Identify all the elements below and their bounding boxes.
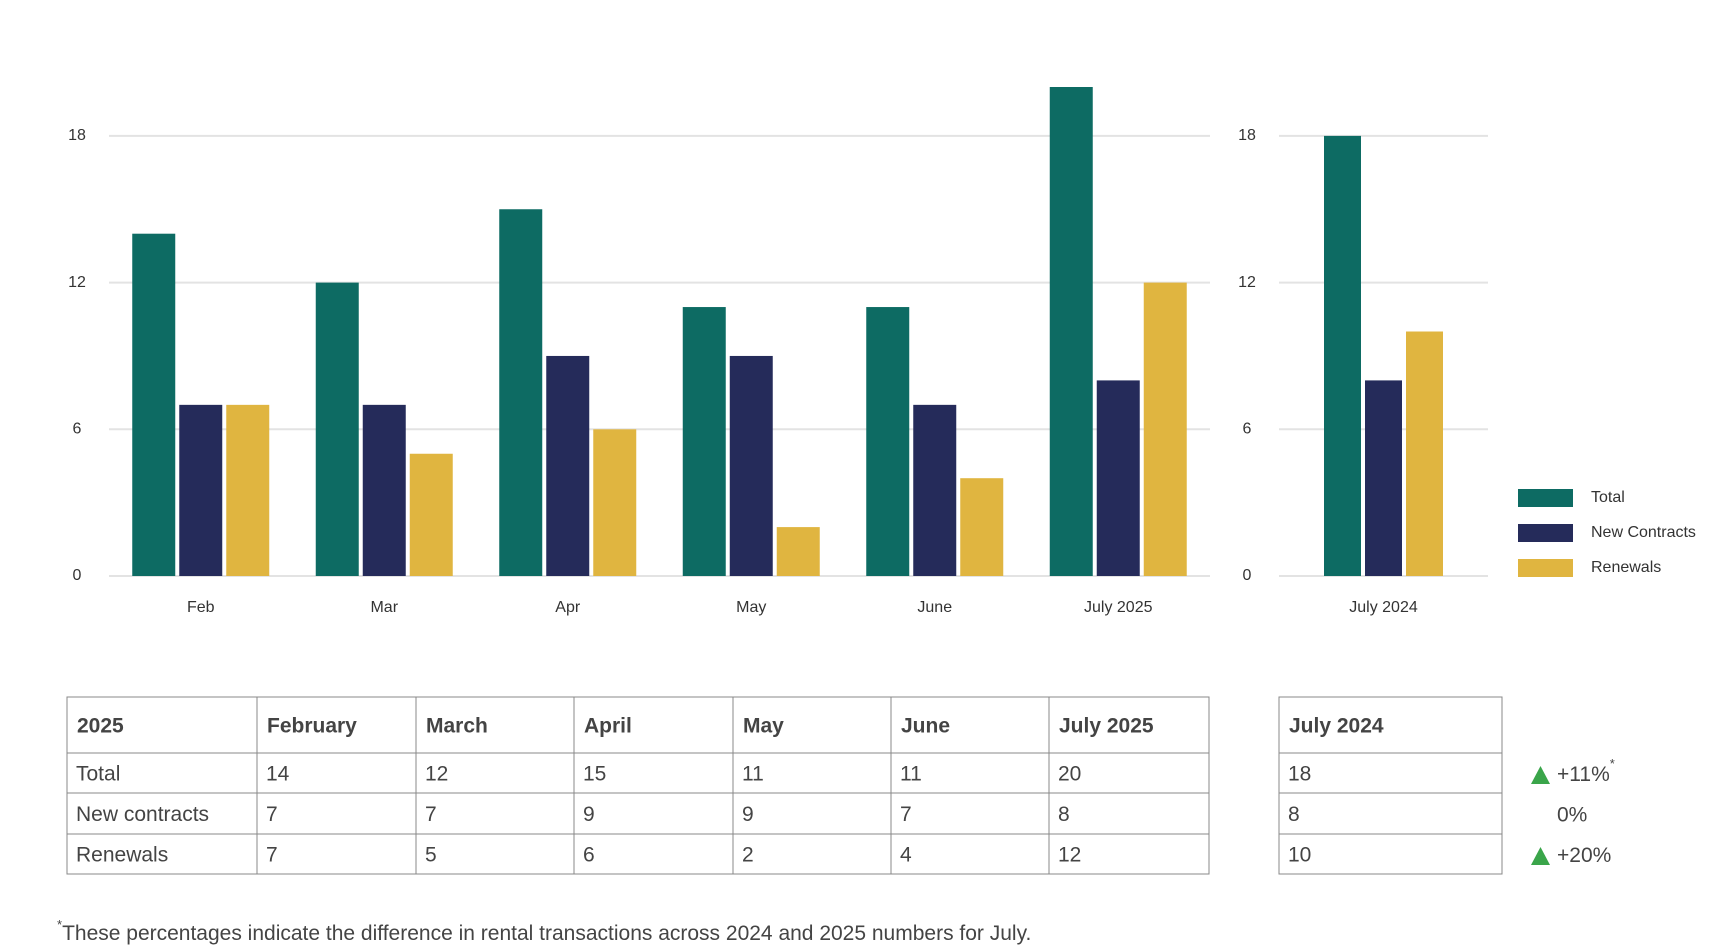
y-tick-label: 0 <box>73 567 82 584</box>
trend-up-icon <box>1531 847 1550 865</box>
bar <box>729 355 773 576</box>
table-cell: 14 <box>266 763 290 786</box>
table-cell: 10 <box>1288 844 1311 867</box>
bar <box>499 209 543 576</box>
table-header: March <box>426 715 488 738</box>
bar <box>362 404 406 576</box>
table-cell: 11 <box>900 763 922 786</box>
bar <box>1143 282 1187 576</box>
legend-swatch <box>1518 524 1573 542</box>
bar <box>960 478 1004 576</box>
bar <box>226 404 270 576</box>
table-cell: 9 <box>742 803 754 826</box>
y-tick-label: 18 <box>1238 127 1256 144</box>
change-note: * <box>1610 756 1615 771</box>
change-value: 0% <box>1557 803 1587 826</box>
change-label: 0% <box>1557 803 1587 826</box>
bar <box>866 307 910 576</box>
legend-swatch <box>1518 559 1573 577</box>
y-tick-label: 6 <box>1243 421 1252 438</box>
bar <box>776 527 820 576</box>
table-header: 2025 <box>77 715 124 738</box>
footnote-mark: * <box>57 917 62 932</box>
table-header: June <box>901 715 950 738</box>
table-cell: 15 <box>583 763 606 786</box>
x-tick-label: July 2025 <box>1084 599 1153 616</box>
change-value: +20% <box>1557 844 1611 867</box>
bar <box>682 307 726 576</box>
bar <box>913 404 957 576</box>
footnote: *These percentages indicate the differen… <box>57 917 1031 944</box>
bar <box>315 282 359 576</box>
table-cell: 7 <box>900 803 912 826</box>
y-tick-label: 6 <box>73 421 82 438</box>
legend-label: New Contracts <box>1591 524 1696 541</box>
table-cell: 8 <box>1288 803 1300 826</box>
table-cell: 11 <box>742 763 764 786</box>
y-tick-label: 12 <box>1238 274 1256 291</box>
table-header: February <box>267 715 357 738</box>
bar <box>179 404 223 576</box>
trend-up-icon <box>1531 766 1550 784</box>
bar <box>1365 380 1402 576</box>
x-tick-label: Feb <box>187 599 215 616</box>
table-cell: 5 <box>425 844 437 867</box>
x-tick-label: July 2024 <box>1349 599 1418 616</box>
table-cell: 9 <box>583 803 595 826</box>
bar <box>593 429 637 576</box>
table-cell: 12 <box>425 763 448 786</box>
table-header: July 2024 <box>1289 715 1384 738</box>
y-tick-label: 0 <box>1243 567 1252 584</box>
bar <box>409 453 453 576</box>
legend-label: Renewals <box>1591 559 1661 576</box>
change-value: +11% <box>1557 763 1610 786</box>
table-border <box>66 696 1210 875</box>
table-cell: 7 <box>425 803 437 826</box>
table-cell: 8 <box>1058 803 1070 826</box>
legend-swatch <box>1518 489 1573 507</box>
x-tick-label: May <box>736 599 766 616</box>
table-header: July 2025 <box>1059 715 1154 738</box>
table-header: May <box>743 715 784 738</box>
bar <box>132 233 176 576</box>
bar <box>1049 87 1093 576</box>
footnote-text: These percentages indicate the differenc… <box>62 922 1031 945</box>
bar <box>1406 331 1443 576</box>
table-cell: Total <box>76 763 120 786</box>
table-cell: 4 <box>900 844 912 867</box>
y-tick-label: 18 <box>68 127 86 144</box>
table-cell: 12 <box>1058 844 1081 867</box>
change-label: +20% <box>1557 844 1611 867</box>
x-tick-label: June <box>917 599 952 616</box>
legend-label: Total <box>1591 489 1625 506</box>
x-tick-label: Mar <box>370 599 398 616</box>
table-header: April <box>584 715 632 738</box>
bar <box>1324 135 1361 576</box>
change-label: +11%* <box>1557 756 1615 785</box>
table-border <box>1278 696 1503 875</box>
bar <box>1096 380 1140 576</box>
table-cell: New contracts <box>76 803 209 826</box>
table-cell: 18 <box>1288 763 1311 786</box>
table-cell: 20 <box>1058 763 1081 786</box>
table-cell: 7 <box>266 844 278 867</box>
y-tick-label: 12 <box>68 274 86 291</box>
table-cell: Renewals <box>76 844 168 867</box>
bar <box>546 355 590 576</box>
table-cell: 2 <box>742 844 754 867</box>
x-tick-label: Apr <box>555 599 581 616</box>
table-cell: 6 <box>583 844 595 867</box>
table-cell: 7 <box>266 803 278 826</box>
